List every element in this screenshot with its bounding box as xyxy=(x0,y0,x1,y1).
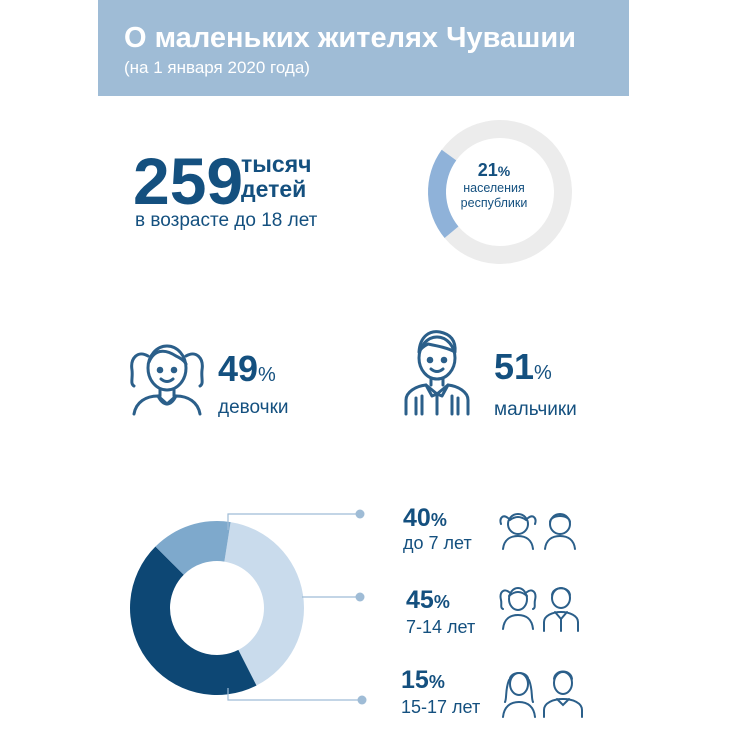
age-group-2-value: 45 xyxy=(406,586,434,614)
child-boy-icon xyxy=(540,582,582,632)
age-connector-dot-1 xyxy=(356,510,365,519)
age-group-1-unit: % xyxy=(431,510,447,530)
age-donut-segment-2 xyxy=(130,546,256,695)
age-group-2-percent: 45% xyxy=(406,586,450,615)
teen-boy-icon xyxy=(540,666,586,718)
child-girl-icon xyxy=(496,582,540,630)
age-connector-dot-3 xyxy=(358,696,367,705)
age-group-3-unit: % xyxy=(429,672,445,692)
teen-girl-icon xyxy=(497,666,541,718)
toddler-boy-icon xyxy=(540,506,580,550)
age-group-1-percent: 40% xyxy=(403,504,447,533)
age-group-3-percent: 15% xyxy=(401,666,445,695)
age-group-1-value: 40 xyxy=(403,504,431,532)
age-group-2-label: 7-14 лет xyxy=(406,617,475,638)
age-connector-dot-2 xyxy=(356,593,365,602)
toddler-girl-icon xyxy=(497,506,539,550)
age-group-1-label: до 7 лет xyxy=(403,533,472,554)
age-group-3-label: 15-17 лет xyxy=(401,697,480,718)
age-group-3-value: 15 xyxy=(401,666,429,694)
age-connector-line-3 xyxy=(228,688,362,700)
age-group-2-unit: % xyxy=(434,592,450,612)
